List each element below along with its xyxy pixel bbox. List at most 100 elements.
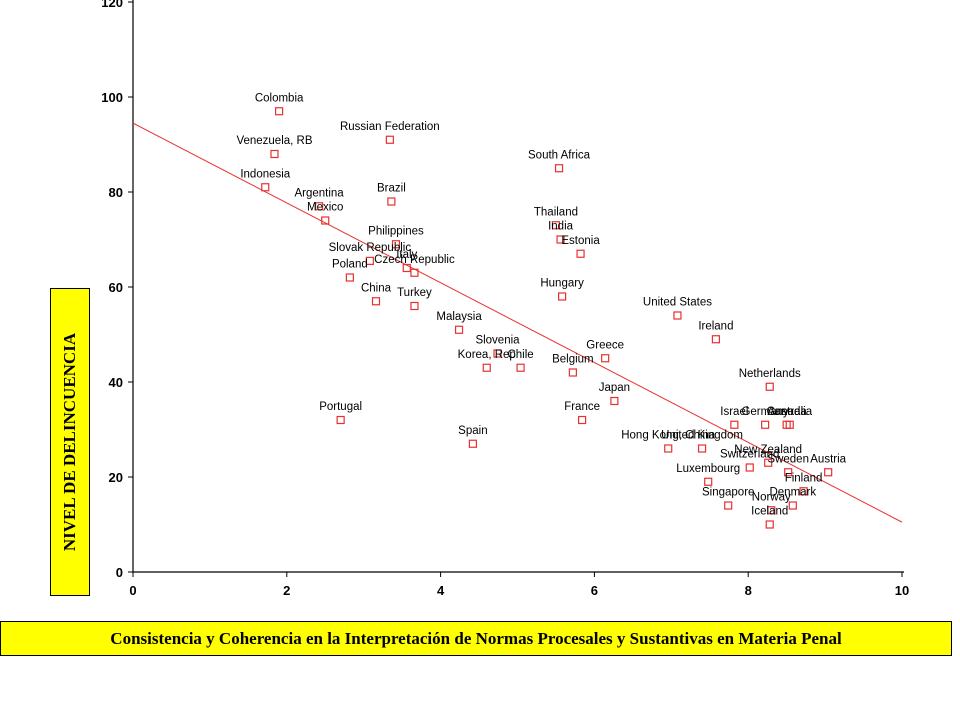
point-label: Ireland	[698, 320, 733, 332]
plot-background	[0, 0, 960, 610]
data-point	[336, 415, 345, 425]
point-label: Singapore	[702, 487, 754, 499]
point-label: Sweden	[767, 453, 809, 465]
data-point	[761, 420, 770, 429]
data-point	[554, 164, 564, 173]
point-label: Spain	[458, 425, 487, 437]
point-label: New Zealand	[734, 444, 802, 456]
data-point	[577, 415, 587, 425]
data-point	[314, 202, 324, 211]
data-point	[697, 444, 707, 453]
point-label: Luxembourg	[676, 463, 740, 475]
point-label: Finland	[785, 472, 823, 484]
data-point	[799, 487, 808, 496]
point-label: Italy	[396, 249, 417, 261]
data-point	[365, 256, 374, 265]
data-point	[385, 135, 394, 144]
y-tick-label: 20	[109, 470, 123, 485]
data-point	[270, 149, 279, 159]
data-point	[551, 221, 561, 230]
data-point	[391, 240, 401, 249]
data-point	[410, 301, 419, 311]
point-label: Portugal	[319, 401, 362, 413]
y-tick-label: 80	[109, 185, 123, 200]
data-point	[387, 197, 396, 206]
point-label: Thailand	[534, 206, 578, 218]
y-tick-label: 120	[101, 0, 123, 10]
point-label: Australia	[767, 406, 812, 418]
axis-ticks: 0 20 40 60 80 100 120 0 2 4 6 8 10	[101, 0, 909, 598]
point-label: Russian Federation	[340, 121, 440, 133]
data-point	[785, 420, 794, 429]
point-label: India	[548, 221, 574, 233]
point-label: Slovenia	[475, 335, 520, 347]
x-tick-label: 4	[437, 583, 445, 598]
data-point	[482, 363, 491, 372]
point-label: Iceland	[751, 506, 788, 518]
data-point	[765, 520, 774, 529]
point-label: Belgium	[552, 354, 594, 366]
point-label: Denmark	[769, 487, 816, 499]
point-label: Switzerland	[720, 449, 779, 461]
point-label: Venezuela, RB	[236, 135, 312, 147]
data-point	[767, 506, 776, 515]
data-point	[345, 273, 354, 282]
point-label: Philippines	[368, 225, 424, 237]
point-label: Argentina	[294, 187, 344, 199]
data-point	[745, 463, 754, 472]
data-point	[730, 420, 739, 429]
point-label: Brazil	[377, 183, 406, 195]
data-point	[275, 107, 284, 116]
data-point	[402, 263, 411, 273]
point-label: Germany	[741, 406, 789, 418]
footer-banner: Consistencia y Coherencia en la Interpre…	[0, 621, 952, 656]
data-point	[556, 235, 565, 244]
point-label: Israel	[720, 406, 748, 418]
data-point	[824, 468, 833, 477]
data-point	[788, 501, 797, 510]
point-label: Netherlands	[739, 368, 801, 380]
data-point	[711, 335, 721, 344]
data-point	[724, 501, 733, 510]
point-label: Mexico	[307, 202, 343, 214]
data-point	[468, 439, 477, 448]
x-tick-label: 2	[283, 583, 290, 598]
point-label: United Kingdom	[661, 430, 743, 442]
y-axis-label: NIVEL DE DELINCUENCIA	[60, 332, 79, 552]
footer-banner-text: Consistencia y Coherencia en la Interpre…	[110, 628, 842, 648]
point-label: Chile	[507, 349, 533, 361]
data-point	[610, 396, 619, 406]
y-tick-label: 60	[109, 280, 123, 295]
data-point	[321, 216, 330, 225]
point-label: Malaysia	[436, 311, 482, 323]
point-label: Austria	[810, 453, 846, 465]
x-tick-label: 0	[129, 583, 136, 598]
point-label: United States	[643, 297, 712, 309]
data-point	[371, 297, 381, 306]
data-point	[454, 325, 464, 334]
point-label: Czech Republic	[374, 254, 455, 266]
point-label: Canada	[767, 406, 808, 418]
point-label: Hungary	[540, 278, 584, 290]
point-label: Poland	[332, 259, 368, 271]
x-tick-label: 8	[745, 583, 752, 598]
y-axis-label-box: NIVEL DE DELINCUENCIA	[50, 288, 90, 596]
plot-frame	[0, 0, 960, 610]
data-point	[493, 349, 502, 358]
data-point	[784, 468, 793, 477]
points-layer	[261, 107, 833, 529]
data-point	[516, 363, 525, 372]
y-tick-label: 0	[116, 565, 123, 580]
trendline-layer	[132, 122, 903, 523]
data-point	[576, 249, 585, 258]
data-point	[601, 354, 610, 363]
point-label: Norway	[752, 491, 791, 503]
data-point	[568, 368, 577, 377]
point-labels-layer: Colombia Venezuela, RB Russian Federation I…	[236, 92, 846, 517]
point-label: Hong Kong, China	[621, 430, 716, 442]
point-label: Japan	[599, 382, 630, 394]
y-tick-label: 40	[109, 375, 123, 390]
point-label: Slovak Republic	[329, 242, 412, 254]
point-label: South Africa	[528, 149, 591, 161]
data-point	[410, 268, 419, 277]
